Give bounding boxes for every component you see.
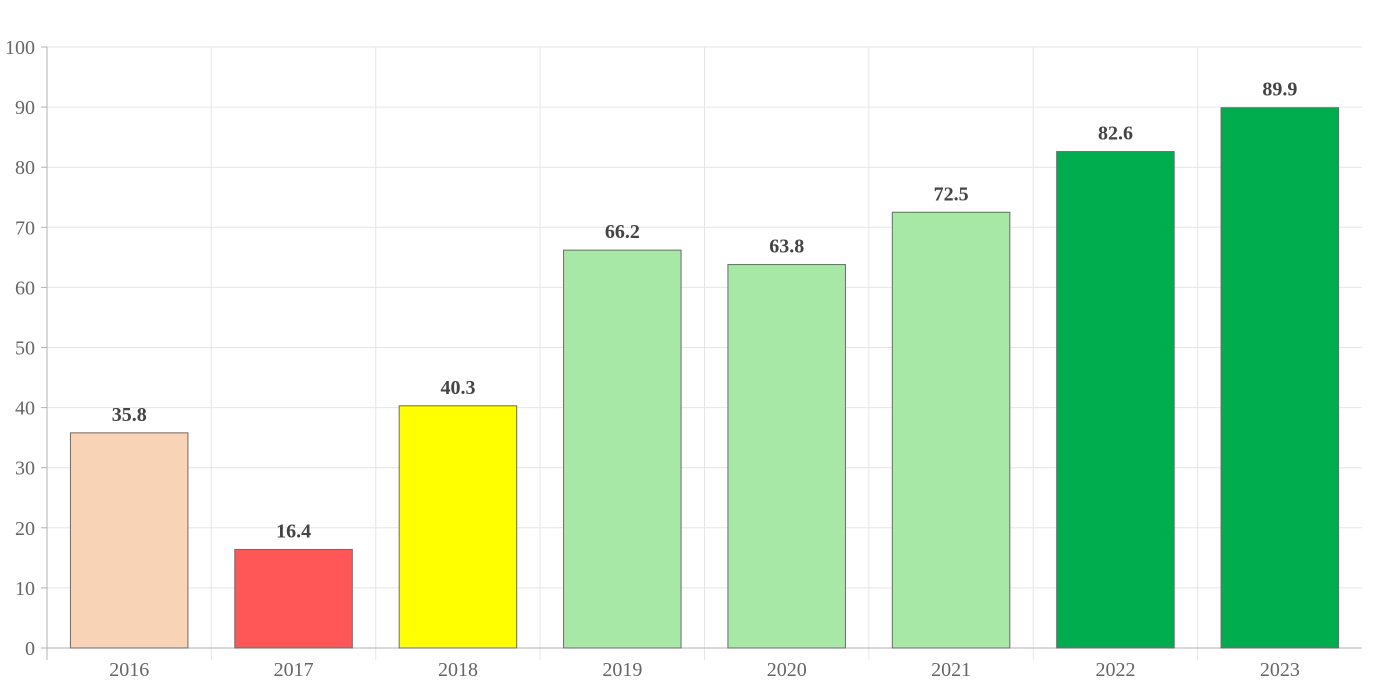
x-tick-label: 2022 — [1095, 659, 1135, 681]
bar-2020 — [727, 264, 846, 649]
grid-layer — [47, 46, 1362, 648]
x-tick-label: 2016 — [109, 659, 149, 681]
bar-2018 — [398, 405, 518, 649]
bar-2019 — [563, 249, 682, 649]
y-tick-label: 100 — [5, 37, 35, 59]
y-tick-label: 40 — [15, 398, 35, 420]
data-label: 82.6 — [1098, 123, 1133, 145]
bar-2023 — [1220, 107, 1340, 649]
x-tick-label: 2019 — [602, 659, 642, 681]
data-label: 40.3 — [440, 377, 475, 399]
x-tick-label: 2017 — [274, 659, 314, 681]
bar-2021 — [891, 211, 1011, 649]
y-tick-label: 50 — [15, 338, 35, 360]
data-label: 63.8 — [769, 236, 804, 258]
y-tick-label: 80 — [15, 157, 35, 179]
label-layer: 35.8 2016 16.4 2017 40.3 2018 66.2 2019 63.8 2020… — [109, 79, 1300, 681]
data-label: 89.9 — [1262, 79, 1297, 101]
bar-2016 — [69, 432, 189, 649]
bar-2017 — [234, 548, 353, 649]
x-tick-label: 2018 — [438, 659, 478, 681]
data-label: 35.8 — [112, 404, 147, 426]
x-tick-label: 2023 — [1260, 659, 1300, 681]
y-tick-label: 30 — [15, 458, 35, 480]
data-label: 66.2 — [605, 221, 640, 243]
y-tick-label: 0 — [25, 638, 35, 660]
data-label: 72.5 — [934, 183, 969, 205]
y-tick-label: 10 — [15, 578, 35, 600]
y-tick-label: 20 — [15, 518, 35, 540]
x-tick-label: 2021 — [931, 659, 971, 681]
bar-2022 — [1056, 151, 1175, 649]
data-label: 16.4 — [276, 520, 311, 542]
bar-layer — [69, 107, 1340, 649]
y-tick-label: 60 — [15, 277, 35, 299]
x-tick-label: 2020 — [767, 659, 807, 681]
y-tick-label: 90 — [15, 97, 35, 119]
y-tick-label: 70 — [15, 217, 35, 239]
